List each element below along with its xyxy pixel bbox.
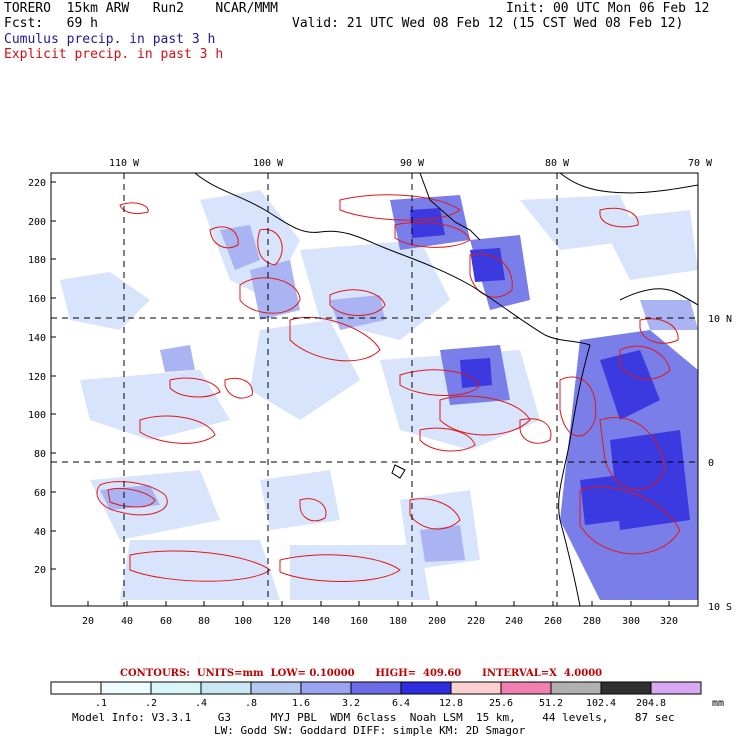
x-tick: 80 — [198, 616, 210, 627]
colorbar-swatch — [50, 681, 102, 695]
y-tick: 180 — [28, 255, 46, 266]
colorbar-label: 6.4 — [392, 698, 410, 709]
x-tick: 180 — [389, 616, 407, 627]
lat-label-10s: 10 S — [708, 602, 732, 613]
colorbar-label: 3.2 — [342, 698, 360, 709]
x-tick: 260 — [544, 616, 562, 627]
colorbar-label: 25.6 — [489, 698, 513, 709]
y-tick: 60 — [34, 488, 46, 499]
x-tick: 220 — [467, 616, 485, 627]
y-tick: 80 — [34, 449, 46, 460]
x-tick: 160 — [350, 616, 368, 627]
x-tick: 200 — [428, 616, 446, 627]
lat-label-10n: 10 N — [708, 314, 732, 325]
y-tick: 100 — [28, 410, 46, 421]
contour-info: CONTOURS: UNITS=mm LOW= 0.10000 HIGH= 40… — [120, 668, 603, 679]
colorbar-swatch — [400, 681, 452, 695]
y-tick: 20 — [34, 565, 46, 576]
x-tick: 60 — [160, 616, 172, 627]
colorbar-swatch — [150, 681, 202, 695]
y-tick: 140 — [28, 333, 46, 344]
y-tick: 120 — [28, 372, 46, 383]
colorbar-swatch — [550, 681, 602, 695]
x-tick: 140 — [312, 616, 330, 627]
colorbar-swatch — [100, 681, 152, 695]
colorbar-label: 102.4 — [586, 698, 616, 709]
x-tick: 240 — [505, 616, 523, 627]
x-tick: 300 — [622, 616, 640, 627]
valid-time: Valid: 21 UTC Wed 08 Feb 12 (15 CST Wed … — [292, 16, 684, 31]
colorbar-label: .2 — [145, 698, 157, 709]
lat-lon-grid — [51, 173, 698, 606]
lon-label-80w: 80 W — [545, 158, 570, 169]
coastline — [194, 173, 698, 606]
colorbar-label: 204.8 — [636, 698, 666, 709]
x-tick: 320 — [660, 616, 678, 627]
legend-cumulus: Cumulus precip. in past 3 h — [4, 32, 216, 47]
colorbar-swatch — [200, 681, 252, 695]
colorbar-label: .4 — [195, 698, 207, 709]
lat-label-0: 0 — [708, 458, 714, 469]
plot-frame — [50, 172, 699, 607]
lon-label-90w: 90 W — [400, 158, 425, 169]
x-tick: 100 — [234, 616, 252, 627]
model-title: TORERO 15km ARW Run2 NCAR/MMM — [4, 1, 278, 16]
x-tick: 120 — [273, 616, 291, 627]
colorbar-swatch — [500, 681, 552, 695]
colorbar-unit: mm — [712, 698, 724, 709]
colorbar-swatch — [650, 681, 702, 695]
colorbar-label: 12.8 — [439, 698, 463, 709]
lon-label-100w: 100 W — [253, 158, 284, 169]
colorbar-label: 51.2 — [539, 698, 563, 709]
y-tick: 160 — [28, 294, 46, 305]
lon-label-70w: 70 W — [688, 158, 713, 169]
colorbar-label: 1.6 — [292, 698, 310, 709]
init-time: Init: 00 UTC Mon 06 Feb 12 — [506, 1, 710, 16]
y-tick: 40 — [34, 527, 46, 538]
colorbar-label: .1 — [95, 698, 107, 709]
colorbar-swatch — [600, 681, 652, 695]
x-tick: 20 — [82, 616, 94, 627]
forecast-hour: Fcst: 69 h — [4, 16, 98, 31]
precip-field — [60, 190, 698, 600]
x-tick: 40 — [121, 616, 133, 627]
colorbar-swatch — [250, 681, 302, 695]
colorbar — [50, 681, 702, 695]
physics-info: LW: Godd SW: Goddard DIFF: simple KM: 2D… — [214, 724, 526, 737]
y-tick: 220 — [28, 178, 46, 189]
colorbar-swatch — [450, 681, 502, 695]
colorbar-swatch — [350, 681, 402, 695]
x-tick: 280 — [583, 616, 601, 627]
model-info: Model Info: V3.3.1 G3 MYJ PBL WDM 6class… — [72, 711, 675, 724]
legend-explicit: Explicit precip. in past 3 h — [4, 47, 224, 62]
lon-label-110w: 110 W — [109, 158, 140, 169]
colorbar-swatch — [300, 681, 352, 695]
y-tick: 200 — [28, 217, 46, 228]
colorbar-label: .8 — [245, 698, 257, 709]
